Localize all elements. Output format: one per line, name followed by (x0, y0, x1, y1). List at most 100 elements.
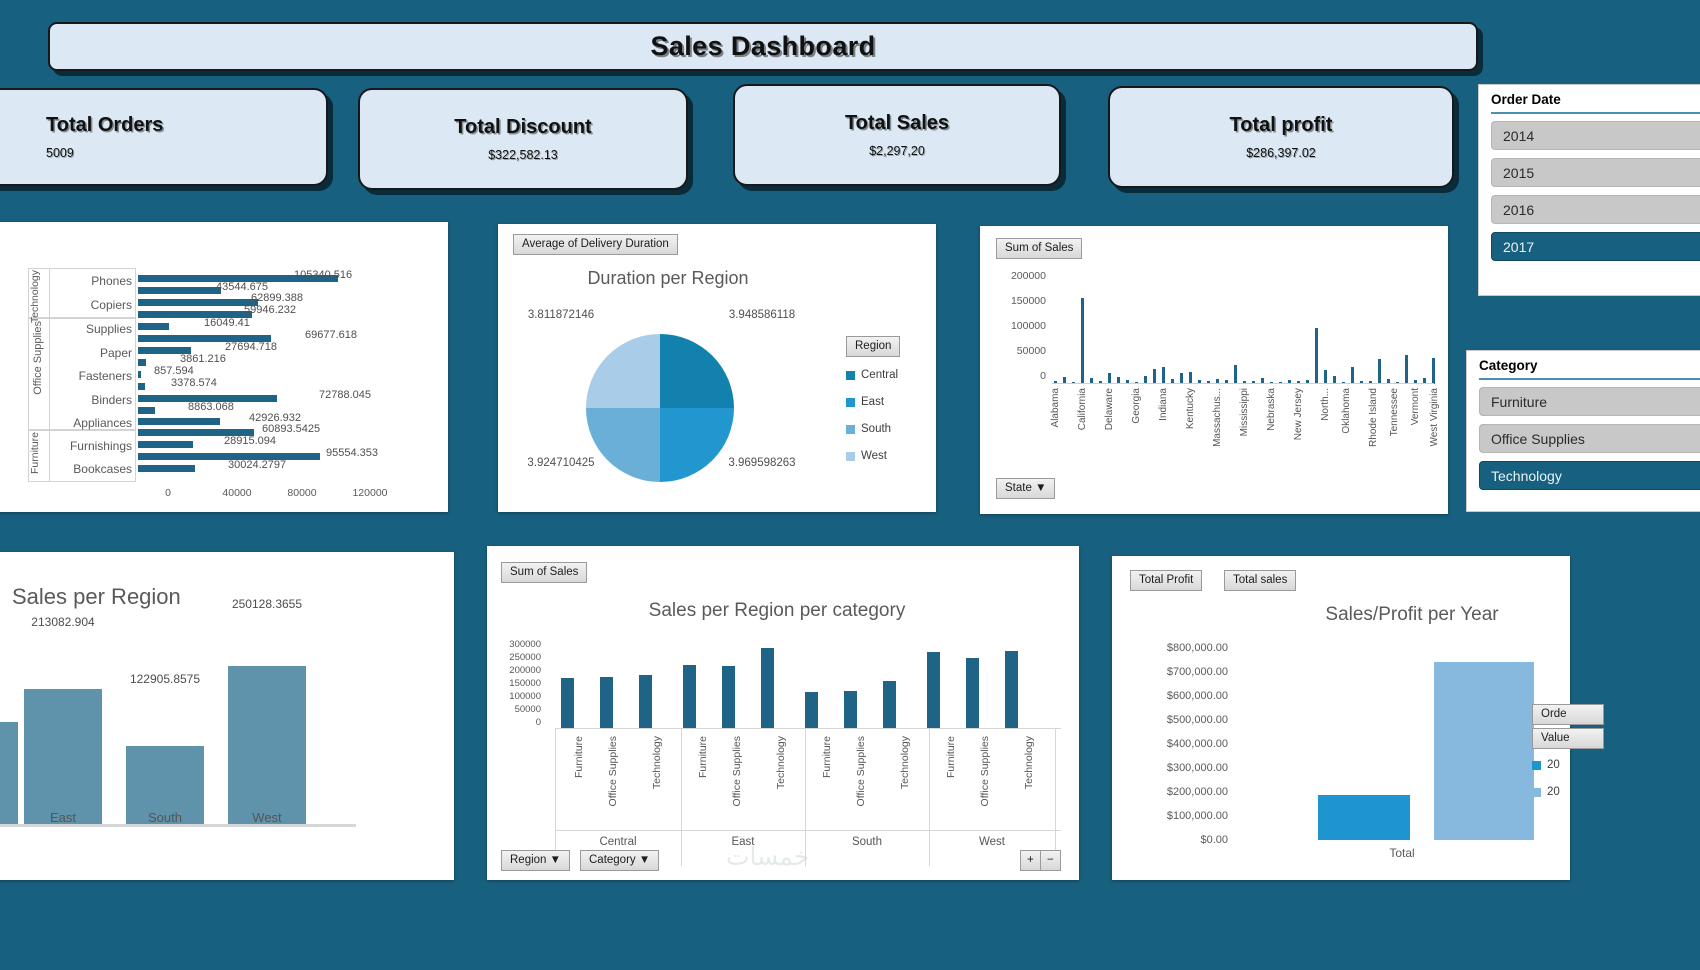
slicer-item-2015[interactable]: 2015 (1491, 158, 1700, 187)
legend-field-button-values[interactable]: Value (1532, 728, 1604, 749)
legend-item-south: South (846, 423, 900, 435)
state-tick: Rhode Island (1368, 388, 1379, 447)
state-bar-california (1081, 298, 1084, 384)
chevron-down-icon: ▼ (1035, 482, 1047, 494)
bar-value-label: 95554.353 (326, 447, 378, 459)
state-tick: Alabama (1050, 388, 1061, 428)
year-plot-area (1242, 646, 1562, 840)
legend-field-button-region[interactable]: Region (846, 336, 901, 357)
bar-east (24, 689, 102, 824)
axis-field-label: State (1005, 482, 1032, 494)
bar-bookcases (138, 465, 195, 472)
state-tick: Georgia (1131, 388, 1142, 424)
chart-title: Sales per Region per category (648, 600, 906, 621)
x-tick-west: West (252, 810, 282, 825)
legend-field-button-order-date[interactable]: Orde (1532, 704, 1604, 725)
bar-value-label: 59946.232 (244, 304, 296, 316)
y-tick: 300000 (509, 639, 541, 650)
field-button-total-profit[interactable]: Total Profit (1130, 570, 1203, 591)
year-legend: Orde Value 20 20 (1532, 704, 1604, 813)
y-tick: 250000 (509, 652, 541, 663)
field-button-total-sales[interactable]: Total sales (1224, 570, 1297, 591)
field-button-sum-of-sales[interactable]: Sum of Sales (501, 562, 588, 583)
legend-swatch-icon (846, 397, 855, 407)
pie-value-label-central: 3.948586118 (728, 309, 796, 321)
state-tick: California (1077, 388, 1088, 431)
slicer-item-technology[interactable]: Technology (1479, 461, 1700, 490)
pie-value-label-east: 3.969598263 (728, 457, 796, 469)
x-tick-technology: Technology (651, 736, 663, 790)
slicer-item-2016[interactable]: 2016 (1491, 195, 1700, 224)
x-tick-furniture: Furniture (821, 736, 833, 779)
bar-value-label: 72788.045 (319, 389, 371, 401)
slicer-header: Category (1479, 358, 1700, 380)
bar-supplies (138, 323, 169, 330)
legend-label: 20 (1547, 786, 1560, 798)
axis-field-button-region[interactable]: Region ▼ (501, 850, 571, 871)
bar-copiers (138, 299, 258, 306)
kpi-label: Total Orders (46, 114, 164, 136)
legend-swatch-icon (846, 370, 855, 380)
bar-value-label: 28915.094 (224, 435, 276, 447)
slicer-item-office-supplies[interactable]: Office Supplies (1479, 424, 1700, 453)
kpi-label: Total Sales (844, 112, 950, 134)
axis-field-button-category[interactable]: Category ▼ (580, 850, 660, 871)
bar-total-profit (1318, 795, 1410, 840)
group-tab-office-supplies (28, 318, 50, 430)
regcat-plot-area (555, 636, 1061, 728)
bar-value-label: 16049.41 (204, 317, 250, 329)
bar-row-6 (138, 335, 271, 342)
bar-row-12 (138, 407, 155, 414)
axis-field-button-state[interactable]: State ▼ (996, 478, 1056, 499)
group-tab-furniture (28, 430, 50, 482)
bar-row-10 (138, 383, 145, 390)
state-tick: Oklahoma (1341, 388, 1352, 434)
bar-row-2 (138, 287, 221, 294)
state-tick: Indiana (1158, 388, 1169, 421)
slicer-header: Order Date (1491, 92, 1700, 114)
state-tick: Vermont (1410, 388, 1421, 426)
slicer-category[interactable]: Category Furniture Office Supplies Techn… (1466, 350, 1700, 512)
field-button-sum-of-sales[interactable]: Sum of Sales (996, 238, 1083, 259)
x-tick-furniture: Furniture (697, 736, 709, 779)
slicer-item-2014[interactable]: 2014 (1491, 121, 1700, 150)
kpi-card-total-sales: Total Sales $2,297,20 (733, 84, 1061, 186)
state-tick: Kentucky (1185, 388, 1196, 430)
bar-value-label: 213082.904 (31, 615, 95, 629)
y-tick: 50000 (1016, 345, 1046, 357)
y-tick: 0 (1040, 370, 1046, 382)
state-tick: Massachus... (1212, 388, 1223, 447)
y-tick: 50000 (514, 704, 541, 715)
y-tick: $0.00 (1200, 834, 1228, 846)
x-tick: 40000 (222, 487, 252, 499)
x-axis-line (1052, 383, 1434, 384)
x-tick: 80000 (287, 487, 317, 499)
zoom-in-button[interactable]: + (1020, 850, 1041, 871)
pie-value-label-west: 3.811872146 (527, 309, 595, 321)
x-tick-technology: Technology (775, 736, 787, 790)
bar-south (126, 746, 204, 824)
axis-field-label: Region (510, 854, 547, 866)
bar-value-label: 27694.718 (225, 341, 277, 353)
y-tick: 200000 (1010, 270, 1046, 282)
kpi-card-total-profit: Total profit $286,397.02 (1108, 86, 1454, 188)
slicer-item-2017[interactable]: 2017 (1491, 232, 1700, 261)
legend-swatch-icon (1532, 787, 1541, 797)
group-tab-technology (28, 268, 50, 318)
page-title: Sales Dashboard (650, 31, 876, 61)
field-button-average-delivery-duration[interactable]: Average of Delivery Duration (513, 234, 678, 255)
slicer-item-furniture[interactable]: Furniture (1479, 387, 1700, 416)
zoom-out-button[interactable]: − (1040, 850, 1061, 871)
bar-value-label: 8863.068 (188, 401, 234, 413)
bar-central (0, 722, 18, 824)
subcat-label-binders: Binders (91, 393, 132, 407)
subcat-label-bookcases: Bookcases (73, 462, 132, 476)
slicer-order-date[interactable]: Order Date 2014 2015 2016 2017 (1478, 84, 1700, 296)
y-tick: $600,000.00 (1166, 690, 1228, 702)
axis-field-label: Category (589, 854, 636, 866)
x-tick: 120000 (352, 487, 388, 499)
chart-title: Sales/Profit per Year (1325, 604, 1499, 625)
bar-row-14 (138, 429, 254, 436)
x-tick-technology: Technology (1023, 736, 1035, 790)
state-tick: Tennessee (1389, 388, 1400, 437)
